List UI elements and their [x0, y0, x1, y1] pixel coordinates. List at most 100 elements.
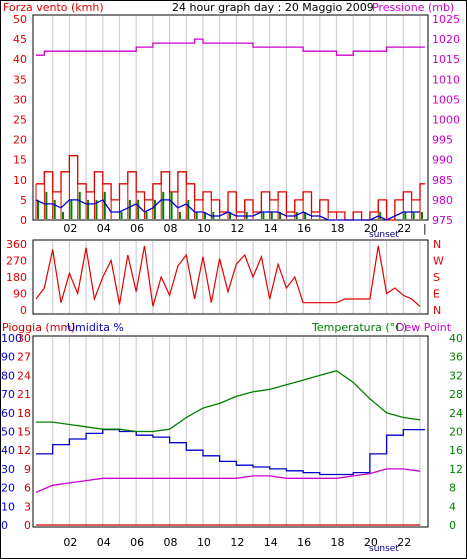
rain-tick-label: 27: [17, 351, 31, 364]
sunset-label-top: sunset: [369, 230, 399, 240]
rain-tick-label: 18: [17, 407, 31, 420]
wind-direction-line: [35, 245, 421, 307]
rain-tick-label: 30: [17, 332, 31, 345]
compass-label: N: [433, 238, 441, 251]
humidity-tick-label: 10: [1, 500, 15, 513]
pressure-tick-label: 1010: [432, 73, 460, 86]
rain-tick-label: 24: [17, 369, 31, 382]
pressure-axis-title: Pressione (mb): [372, 1, 454, 14]
wind-tick-label: 50: [13, 13, 27, 26]
x-tick-label: 10: [197, 536, 211, 549]
rain-tick-label: 0: [24, 519, 31, 532]
temperature-tick-label: 40: [449, 332, 463, 345]
x-tick-label: 02: [63, 222, 77, 235]
humidity-tick-label: 60: [1, 407, 15, 420]
humidity-tick-label: 30: [1, 463, 15, 476]
temperature-tick-label: 24: [449, 407, 463, 420]
pressure-tick-label: 985: [432, 174, 453, 187]
rain-tick-label: 15: [17, 426, 31, 439]
temperature-tick-label: 28: [449, 388, 463, 401]
x-tick-label: 18: [331, 536, 345, 549]
temperature-tick-label: 36: [449, 351, 463, 364]
temperature-tick-label: 0: [449, 519, 456, 532]
pressure-line: [36, 38, 425, 56]
rain-tick-label: 9: [24, 463, 31, 476]
pressure-tick-label: 1000: [432, 114, 460, 127]
pressure-tick-label: 975: [432, 214, 453, 227]
wind-panel: [32, 14, 429, 221]
dewpoint-line: [35, 468, 421, 493]
humidity-tick-label: 40: [1, 444, 15, 457]
chart-title: 24 hour graph day : 20 Maggio 2009: [172, 1, 374, 14]
temperature-tick-label: 16: [449, 444, 463, 457]
temperature-tick-label: 20: [449, 426, 463, 439]
wind-tick-label: 20: [13, 134, 27, 147]
x-tick-label: 18: [331, 222, 345, 235]
x-tick-label: |: [423, 222, 427, 235]
direction-tick-label: 0: [20, 304, 27, 317]
x-tick-label: 04: [97, 222, 111, 235]
humidity-tick-label: 90: [1, 351, 15, 364]
wind-tick-label: 45: [13, 33, 27, 46]
x-tick-label: 04: [97, 536, 111, 549]
temperature-tick-label: 4: [449, 500, 456, 513]
pressure-tick-label: 995: [432, 134, 453, 147]
compass-label: N: [433, 304, 441, 317]
x-tick-label: 06: [130, 222, 144, 235]
temperature-line: [36, 369, 421, 433]
wind-tick-label: 5: [20, 194, 27, 207]
wind-axis-title: Forza vento (kmh): [3, 1, 104, 14]
dewpoint-axis-title: Dew Point: [396, 321, 452, 334]
temperature-axis-title: Temperatura (°C): [311, 321, 407, 334]
wind-tick-label: 40: [13, 53, 27, 66]
x-tick-label: 20: [364, 222, 378, 235]
compass-label: W: [433, 255, 444, 268]
rain-axis-title: Pioggia (mm): [2, 321, 75, 334]
humidity-tick-label: 100: [1, 332, 22, 345]
x-tick-label: 10: [197, 222, 211, 235]
x-tick-label: 14: [264, 222, 278, 235]
x-tick-label: 02: [63, 536, 77, 549]
wind-tick-label: 0: [20, 214, 27, 227]
x-tick-label: 22: [397, 536, 411, 549]
pressure-tick-label: 980: [432, 194, 453, 207]
wind-tick-label: 25: [13, 114, 27, 127]
rain-tick-label: 3: [24, 500, 31, 513]
direction-panel: [32, 239, 429, 315]
pressure-tick-label: 1005: [432, 93, 460, 106]
wind-tick-label: 15: [13, 154, 27, 167]
wind-tick-label: 35: [13, 73, 27, 86]
x-tick-label: 06: [130, 536, 144, 549]
humidity-tick-label: 50: [1, 426, 15, 439]
pressure-tick-label: 1020: [432, 33, 460, 46]
humidity-line: [36, 428, 425, 476]
x-tick-label: 12: [230, 536, 244, 549]
rain-humidity-temperature-panel: [32, 335, 429, 528]
compass-label: S: [433, 271, 440, 284]
x-tick-label: 20: [364, 536, 378, 549]
rain-tick-label: 6: [24, 482, 31, 495]
x-tick-label: 16: [297, 222, 311, 235]
compass-label: E: [433, 288, 440, 301]
wind-average-line: [35, 199, 420, 221]
x-tick-label: 14: [264, 536, 278, 549]
humidity-tick-label: 80: [1, 369, 15, 382]
direction-tick-label: 270: [6, 255, 27, 268]
wind-tick-label: 10: [13, 174, 27, 187]
pressure-tick-label: 1015: [432, 53, 460, 66]
direction-tick-label: 180: [6, 271, 27, 284]
wind-tick-label: 30: [13, 93, 27, 106]
pressure-tick-label: 1025: [432, 13, 460, 26]
x-tick-label: 08: [164, 222, 178, 235]
temperature-tick-label: 12: [449, 463, 463, 476]
direction-tick-label: 90: [13, 288, 27, 301]
rain-tick-label: 12: [17, 444, 31, 457]
humidity-tick-label: 20: [1, 482, 15, 495]
direction-tick-label: 360: [6, 238, 27, 251]
temperature-tick-label: 8: [449, 482, 456, 495]
x-tick-label: 08: [164, 536, 178, 549]
sunset-label-bottom: sunset: [369, 544, 399, 554]
x-tick-label: 12: [230, 222, 244, 235]
x-tick-label: 16: [297, 536, 311, 549]
